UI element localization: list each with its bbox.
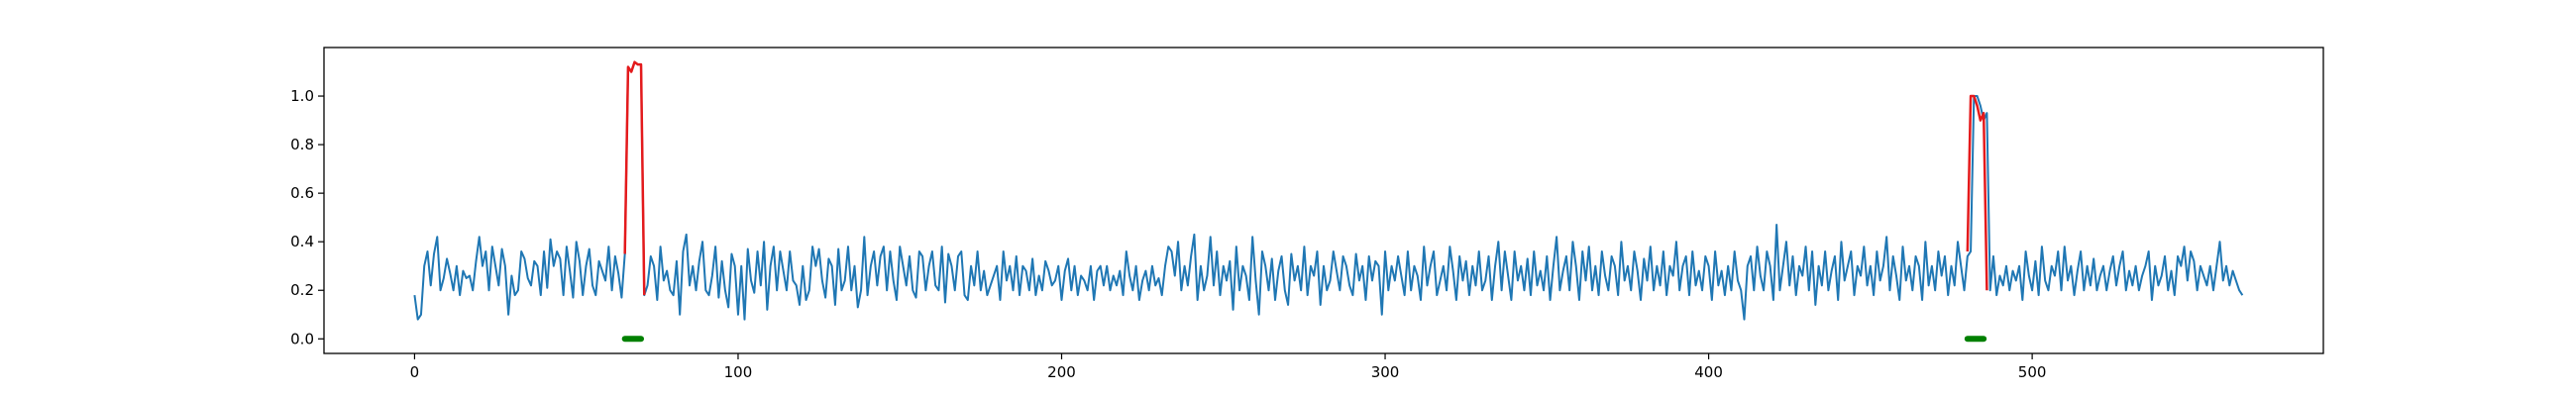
x-tick-label: 200 [1047, 363, 1076, 381]
signal-series-line-0 [413, 60, 2244, 321]
y-tick-label: 0.2 [290, 281, 314, 299]
y-tick-label: 0.0 [290, 330, 314, 347]
x-tick-label: 400 [1694, 363, 1723, 381]
x-tick-label: 300 [1371, 363, 1400, 381]
x-tick-label: 100 [724, 363, 753, 381]
series-layer [413, 60, 2244, 343]
anomaly-series-line-2 [1966, 94, 1988, 291]
anomaly-series-line-1 [623, 60, 646, 296]
y-tick-label: 0.4 [290, 233, 314, 250]
y-tick-label: 0.8 [290, 136, 314, 153]
y-axis: 0.0 0.2 0.4 0.6 0.8 1.0 [290, 87, 324, 347]
y-tick-label: 1.0 [290, 87, 314, 105]
y-tick-label: 0.6 [290, 184, 314, 202]
x-tick-label: 0 [410, 363, 420, 381]
plot-area-frame [323, 47, 2324, 354]
x-axis: 0 100 200 300 400 500 [410, 353, 2047, 381]
x-tick-label: 500 [2018, 363, 2047, 381]
